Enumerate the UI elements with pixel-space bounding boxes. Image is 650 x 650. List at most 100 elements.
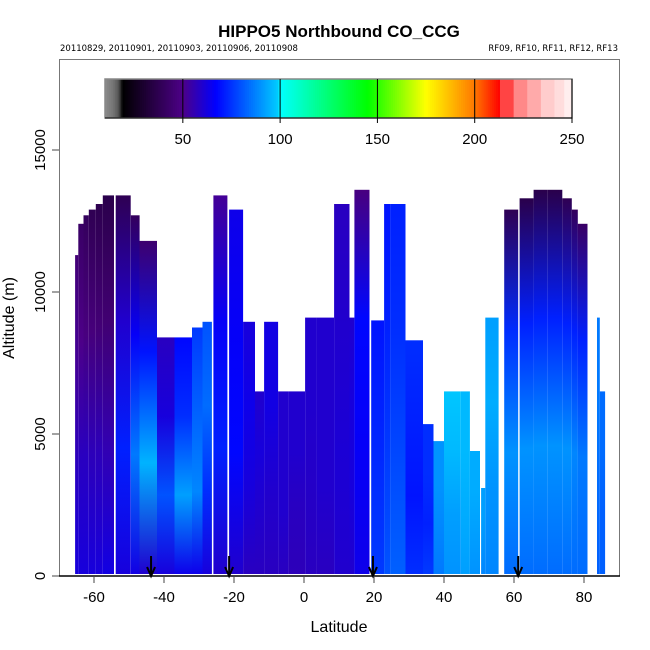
colorbar-swatch (457, 79, 460, 118)
profile-column (139, 240, 157, 574)
profile-column (384, 204, 391, 574)
colorbar-swatch (266, 79, 270, 118)
colorbar-ticks: 50 100 150 200 250 (174, 79, 585, 148)
colorbar-swatch (381, 79, 384, 118)
colorbar-swatch (389, 79, 392, 118)
colorbar-swatch (293, 79, 297, 118)
profile-column (599, 391, 606, 574)
colorbar-swatch (474, 79, 478, 118)
colorbar-swatch (184, 79, 188, 118)
profile-column (354, 189, 370, 575)
colorbar-swatch (126, 79, 129, 118)
colorbar-swatch (110, 79, 114, 118)
colorbar-swatch (332, 79, 336, 118)
colorbar-swatch (155, 79, 159, 118)
colorbar-swatch (317, 79, 320, 118)
profile-column (433, 441, 444, 574)
colorbar-swatch (550, 79, 554, 118)
colorbar-swatch (315, 79, 318, 118)
colorbar-swatch (470, 79, 474, 118)
colorbar-swatch (140, 79, 143, 118)
colorbar-swatch (445, 79, 449, 118)
plot-area (75, 189, 606, 579)
colorbar-swatch (451, 79, 454, 118)
colorbar-swatch (484, 79, 487, 118)
colorbar-swatch (177, 79, 180, 118)
colorbar-swatch (480, 79, 484, 118)
colorbar-swatch (254, 79, 258, 118)
profile-column (481, 488, 486, 574)
colorbar-swatch (219, 79, 223, 118)
colorbar-swatch (108, 79, 112, 118)
colorbar-swatch (494, 79, 497, 118)
colorbar-swatch (542, 79, 546, 118)
colorbar-tick-label: 50 (174, 131, 191, 148)
colorbar-swatch (385, 79, 388, 118)
profile-column (504, 209, 519, 574)
profile-column (95, 204, 103, 574)
colorbar-swatch (284, 79, 287, 118)
profile-column (305, 317, 317, 574)
colorbar-swatch (367, 79, 371, 118)
colorbar-swatch (344, 79, 347, 118)
profile-column (157, 337, 175, 574)
colorbar-swatch (163, 79, 166, 118)
colorbar-swatch (453, 79, 456, 118)
colorbar-swatch (447, 79, 451, 118)
colorbar-swatch (544, 79, 548, 118)
colorbar-swatch (540, 79, 544, 118)
colorbar-swatch (215, 79, 219, 118)
profile-column (533, 189, 548, 575)
colorbar (104, 78, 573, 119)
colorbar-swatch (352, 79, 355, 118)
colorbar-swatch (301, 79, 305, 118)
colorbar-swatch (424, 79, 427, 118)
colorbar-swatch (525, 79, 528, 118)
colorbar-swatch (503, 79, 507, 118)
colorbar-swatch (441, 79, 445, 118)
profile-column (423, 424, 434, 574)
colorbar-swatch (319, 79, 322, 118)
colorbar-swatch (313, 79, 316, 118)
y-axis: 0 5000 10000 15000 (32, 129, 59, 580)
colorbar-swatch (196, 79, 199, 118)
x-tick-label: 40 (436, 589, 453, 606)
x-tick-label: 20 (366, 589, 383, 606)
colorbar-swatch (566, 79, 569, 118)
colorbar-swatch (145, 79, 149, 118)
colorbar-swatch (356, 79, 359, 118)
x-tick-label: -40 (153, 589, 175, 606)
colorbar-swatch (383, 79, 386, 118)
colorbar-swatch (392, 79, 396, 118)
profile-column (174, 337, 192, 574)
colorbar-swatch (406, 79, 410, 118)
profile-column (485, 317, 499, 574)
colorbar-swatch (511, 79, 515, 118)
colorbar-swatch (328, 79, 332, 118)
colorbar-swatch (515, 79, 519, 118)
colorbar-swatch (391, 79, 394, 118)
profile-column (83, 215, 89, 575)
colorbar-swatch (509, 79, 513, 118)
colorbar-swatch (256, 79, 260, 118)
profile-column (405, 340, 423, 574)
colorbar-swatch (326, 79, 330, 118)
colorbar-swatch (120, 79, 124, 118)
colorbar-swatch (562, 79, 565, 118)
colorbar-swatch (280, 79, 283, 118)
colorbar-swatch (375, 79, 379, 118)
colorbar-swatch (175, 79, 178, 118)
profile-column (349, 317, 355, 574)
colorbar-swatch (410, 79, 414, 118)
colorbar-swatch (517, 79, 521, 118)
colorbar-swatch (558, 79, 561, 118)
colorbar-tick-label: 150 (365, 131, 390, 148)
colorbar-swatch (552, 79, 556, 118)
profile-column (562, 198, 572, 575)
colorbar-swatch (229, 79, 233, 118)
profile-column (213, 195, 228, 574)
colorbar-swatch (492, 79, 495, 118)
colorbar-swatch (178, 79, 182, 118)
profile-column (202, 321, 212, 574)
y-tick-label: 10000 (32, 271, 49, 313)
